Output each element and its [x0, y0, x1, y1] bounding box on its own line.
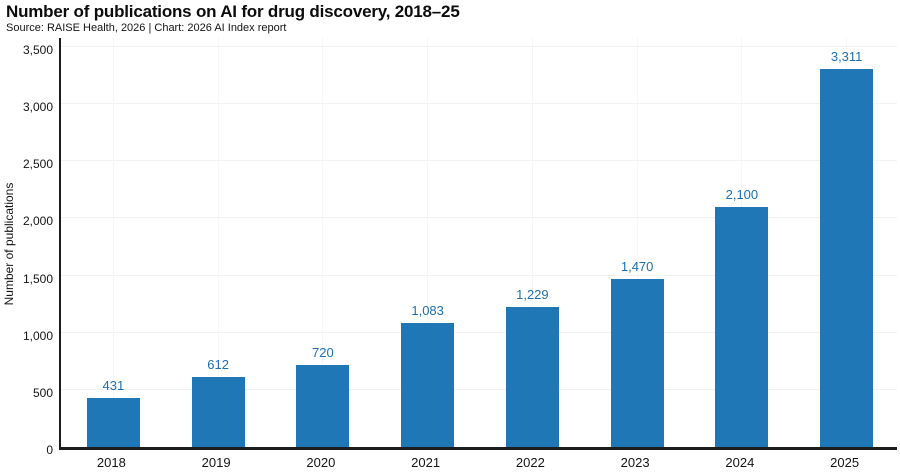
x-tick-label: 2020 [306, 455, 336, 470]
y-tick-label: 500 [32, 385, 53, 400]
x-tick-label: 2021 [411, 455, 441, 470]
y-tick-label: 1,500 [22, 271, 53, 286]
y-tick-label: 2,000 [22, 214, 53, 229]
gridline-horizontal [61, 274, 897, 276]
bar-value-label: 431 [102, 377, 125, 393]
bar-2021 [401, 323, 455, 447]
bar-2022 [505, 306, 559, 447]
bar-value-label: 1,229 [516, 286, 549, 302]
plot-area: 431 612 720 1,083 1,229 1,470 2,100 3,311 [59, 38, 897, 450]
bar-2023 [610, 279, 664, 447]
x-tick-label: 2018 [96, 455, 126, 470]
bar-2025 [820, 68, 874, 447]
y-tick-label: 3,500 [22, 43, 53, 57]
y-tick-label: 2,500 [22, 157, 53, 172]
x-tick-label: 2019 [201, 455, 231, 470]
x-tick-label: 2024 [725, 455, 755, 470]
gridline-vertical [427, 38, 429, 447]
gridline-vertical [636, 38, 638, 447]
gridline-horizontal [61, 160, 897, 162]
y-tick-label: 3,000 [22, 100, 53, 115]
bar-value-label: 2,100 [725, 187, 759, 202]
gridline-vertical [531, 38, 533, 447]
x-tick-label: 2025 [830, 455, 860, 470]
y-tick-label: 1,000 [22, 328, 53, 343]
y-tick-label: 0 [46, 443, 53, 457]
gridline-vertical [322, 38, 324, 447]
bar-value-label: 720 [312, 344, 334, 360]
gridline-horizontal [61, 331, 897, 333]
chart-source-caption: Source: RAISE Health, 2026 | Chart: 2026… [6, 22, 287, 34]
bar-value-label: 3,311 [830, 48, 863, 64]
bar-value-label: 612 [207, 357, 229, 373]
gridline-horizontal [61, 217, 897, 219]
gridline-horizontal [61, 103, 897, 105]
bar-2018 [86, 397, 140, 447]
gridline-horizontal [61, 388, 897, 390]
gridline-vertical [217, 38, 219, 447]
bar-value-label: 1,083 [411, 303, 444, 319]
x-tick-label: 2023 [620, 455, 650, 470]
x-tick-label: 2022 [515, 455, 545, 470]
bar-2020 [296, 364, 350, 447]
gridline-vertical [112, 38, 114, 447]
bar-2019 [191, 377, 245, 447]
chart-title: Number of publications on AI for drug di… [6, 2, 460, 21]
bar-2024 [715, 207, 769, 447]
gridline-horizontal [61, 46, 897, 47]
bar-value-label: 1,470 [620, 259, 654, 274]
